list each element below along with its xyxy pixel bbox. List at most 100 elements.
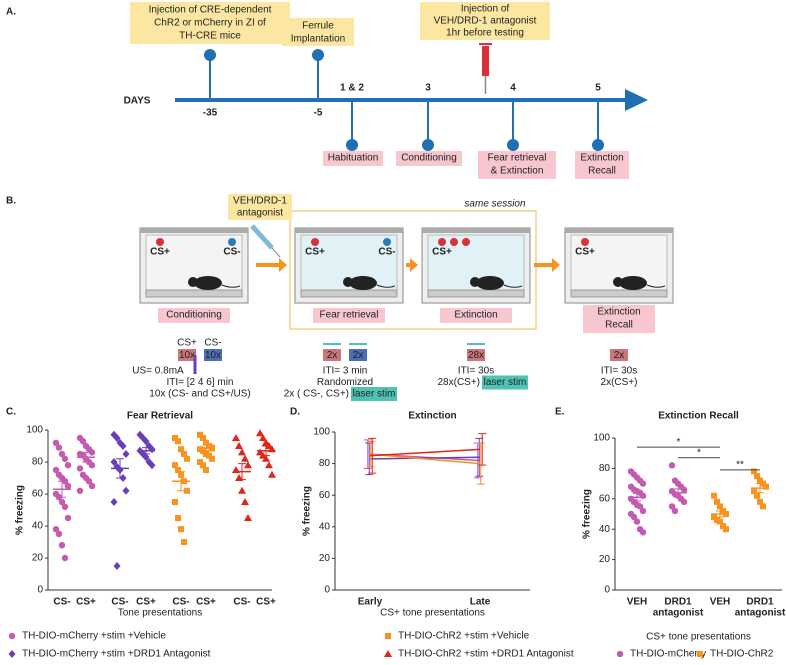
event-text: 1hr before testing [446, 28, 524, 39]
drug-text: antagonist [237, 208, 283, 219]
speaker [383, 238, 391, 246]
y-tick-label: 20 [32, 553, 44, 564]
series-line [369, 456, 481, 460]
stim-box [482, 375, 528, 390]
data-point [757, 498, 763, 505]
cage-floor [427, 289, 525, 298]
y-axis-label: % freezing [15, 485, 26, 535]
y-tick-label: 40 [319, 521, 331, 532]
x-axis-label: CS+ tone presentations [380, 608, 485, 619]
chart-title: Extinction [408, 411, 456, 422]
speaker [462, 238, 470, 246]
x-tick-label: CS+ [136, 597, 156, 608]
data-point [52, 439, 60, 446]
x-axis-label: Tone presentations [118, 608, 203, 619]
cue-label: CS+ [432, 247, 452, 258]
tone-block [204, 349, 222, 361]
y-tick-label: 80 [319, 458, 331, 469]
error-bar [476, 442, 485, 485]
x-tick-label: DRD1 [746, 597, 774, 608]
data-point [178, 446, 184, 453]
significance-label: * [697, 447, 701, 458]
event-text: TH-CRE mice [179, 31, 241, 42]
data-point [206, 452, 212, 459]
data-point [209, 455, 215, 462]
day-label: 5 [595, 83, 601, 94]
cue-label: CS+ [150, 247, 170, 258]
data-point [58, 450, 66, 458]
mouse-tail [376, 284, 396, 288]
data-point [259, 434, 267, 441]
data-point [181, 451, 187, 457]
event-text: ChR2 or mCherry in ZI of [154, 18, 266, 29]
y-tick-label: 20 [319, 553, 331, 564]
speaker [438, 238, 446, 246]
y-tick-label: 20 [599, 554, 611, 565]
data-point [61, 554, 69, 562]
data-point [52, 526, 60, 533]
data-point [197, 431, 203, 438]
data-point [88, 482, 96, 490]
syringe [250, 224, 274, 250]
data-point [238, 448, 246, 456]
data-point [680, 498, 688, 506]
series-line [369, 453, 481, 465]
axis-label: DAYS [124, 96, 151, 107]
data-point [751, 488, 757, 495]
cue-label: CS+ [305, 247, 325, 258]
data-point [241, 498, 249, 505]
legend-label: TH-DIO-mCherry [630, 649, 706, 660]
tone-block [178, 349, 196, 361]
flow-arrowhead [410, 258, 418, 272]
data-point [55, 444, 63, 451]
cue-label: CS- [378, 247, 395, 258]
cage-floor [570, 289, 668, 298]
series-line [369, 448, 481, 457]
data-point [175, 515, 181, 521]
data-point [636, 503, 644, 510]
data-point [671, 507, 679, 515]
x-tick-label: Late [470, 597, 491, 608]
flow-arrowhead [552, 258, 560, 272]
cage-lid [295, 228, 403, 233]
protocol-text: 2x(CS+) [601, 377, 638, 388]
stim-box [351, 387, 397, 401]
block-label: 2x [327, 350, 338, 361]
stage-title: Conditioning [166, 310, 222, 321]
data-point [200, 435, 206, 441]
y-tick-label: 0 [324, 585, 330, 596]
mouse-head [188, 277, 198, 287]
data-point [197, 459, 203, 465]
data-point [754, 492, 760, 499]
error-bar [238, 463, 246, 481]
protocol-text: ITI= 3 min [323, 366, 368, 377]
legend-label: TH-DIO-ChR2 +stim +Vehicle [398, 631, 530, 642]
timeline-arrowhead [625, 89, 648, 111]
stage-title: Extinction [454, 310, 497, 321]
mouse-head [343, 277, 353, 287]
y-tick-label: 40 [599, 524, 611, 535]
data-point [184, 455, 190, 462]
cue-label: CS- [223, 247, 240, 258]
data-point [76, 487, 84, 494]
x-tick-label: CS- [53, 597, 70, 608]
error-bar [262, 445, 270, 457]
stage-text: & Extinction [491, 166, 544, 177]
mouse-tail [221, 284, 241, 288]
data-point [184, 487, 190, 494]
data-point [122, 486, 130, 495]
x-tick-label: CS- [111, 597, 128, 608]
data-point [142, 453, 150, 462]
tone-block [349, 349, 367, 361]
data-point [64, 462, 72, 469]
panel-label: E. [555, 407, 565, 418]
y-tick-label: 0 [37, 585, 43, 596]
legend-label: TH-DIO-ChR2 [710, 649, 774, 660]
data-point [244, 514, 252, 521]
speaker [228, 238, 236, 246]
mouse [476, 276, 504, 290]
data-point [110, 498, 118, 506]
stage-text: Fear retrieval [488, 153, 547, 164]
